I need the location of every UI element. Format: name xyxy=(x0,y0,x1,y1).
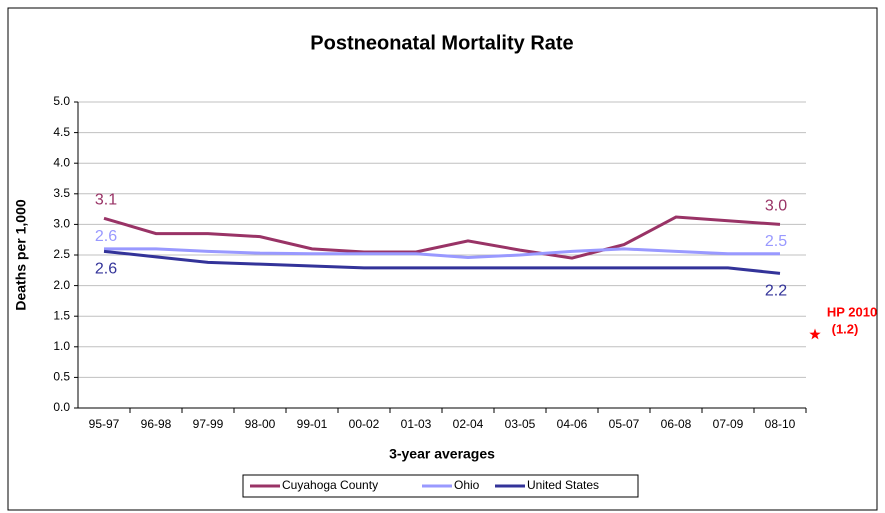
annotation-value: (1.2) xyxy=(832,321,859,336)
data-label: 3.1 xyxy=(95,191,117,208)
series-line xyxy=(103,249,781,275)
x-tick-label: 08-10 xyxy=(765,417,796,431)
y-tick-label: 0.5 xyxy=(53,370,70,384)
x-tick-label: 00-02 xyxy=(349,417,380,431)
y-tick-label: 4.5 xyxy=(53,125,70,139)
x-tick-label: 98-00 xyxy=(245,417,276,431)
annotation-text: HP 2010 xyxy=(827,304,877,319)
x-tick-label: 96-98 xyxy=(141,417,172,431)
x-tick-label: 05-07 xyxy=(609,417,640,431)
data-label: 3.0 xyxy=(765,198,787,215)
y-tick-label: 4.0 xyxy=(53,155,70,169)
x-tick-label: 01-03 xyxy=(401,417,432,431)
y-tick-label: 0.0 xyxy=(53,400,70,414)
x-tick-label: 99-01 xyxy=(297,417,328,431)
data-label: 2.6 xyxy=(95,228,117,245)
x-tick-label: 95-97 xyxy=(89,417,120,431)
x-tick-label: 02-04 xyxy=(453,417,484,431)
y-axis-title: Deaths per 1,000 xyxy=(13,199,29,310)
target-marker xyxy=(809,328,821,340)
chart-title: Postneonatal Mortality Rate xyxy=(310,32,573,54)
y-tick-label: 2.0 xyxy=(53,278,70,292)
series-line xyxy=(103,215,781,260)
data-label: 2.2 xyxy=(765,283,787,300)
x-tick-label: 97-99 xyxy=(193,417,224,431)
series-line xyxy=(104,247,780,259)
legend-label: United States xyxy=(527,478,599,492)
y-tick-label: 3.0 xyxy=(53,217,70,231)
x-axis-title: 3-year averages xyxy=(389,446,495,462)
y-tick-label: 1.0 xyxy=(53,339,70,353)
legend-label: Cuyahoga County xyxy=(282,478,378,492)
x-tick-label: 06-08 xyxy=(661,417,692,431)
legend-label: Ohio xyxy=(454,478,480,492)
data-label: 2.5 xyxy=(765,233,787,250)
data-label: 2.6 xyxy=(95,261,117,278)
y-tick-label: 1.5 xyxy=(53,308,70,322)
x-tick-label: 04-06 xyxy=(557,417,588,431)
y-tick-label: 3.5 xyxy=(53,186,70,200)
y-tick-label: 5.0 xyxy=(53,94,70,108)
y-tick-label: 2.5 xyxy=(53,247,70,261)
x-tick-label: 03-05 xyxy=(505,417,536,431)
chart-frame xyxy=(7,7,878,511)
x-tick-label: 07-09 xyxy=(713,417,744,431)
